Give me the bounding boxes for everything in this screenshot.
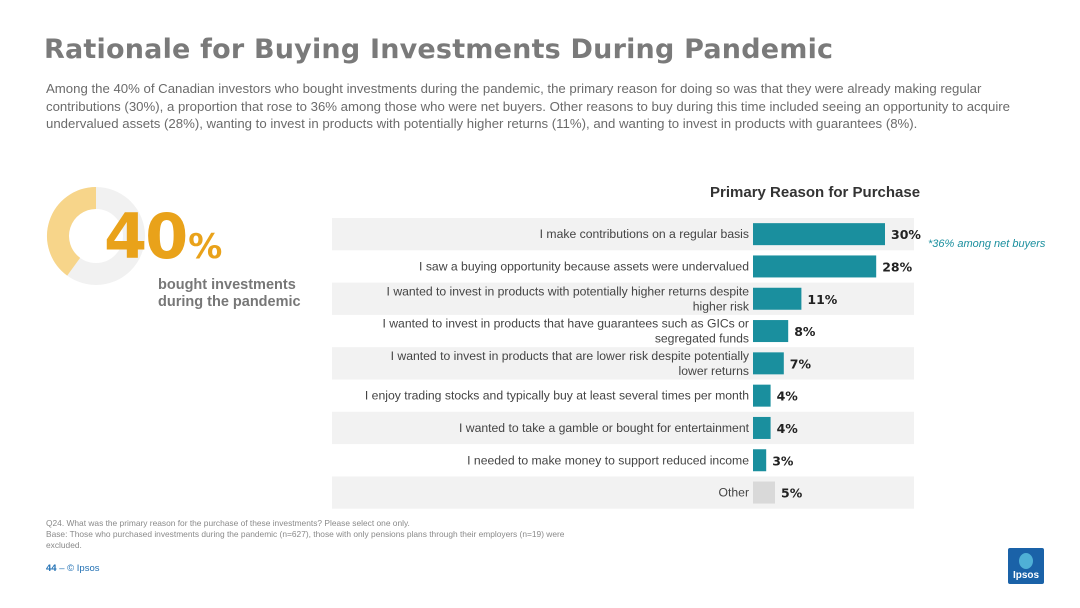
- category-label-line: I wanted to invest in products with pote…: [387, 284, 750, 298]
- category-label-line: I wanted to take a gamble or bought for …: [459, 421, 750, 435]
- row-band: [332, 347, 914, 380]
- category-label: I needed to make money to support reduce…: [467, 453, 749, 467]
- row-band: [332, 411, 914, 445]
- category-label: I wanted to invest in products that are …: [391, 349, 750, 378]
- value-label: 28%: [882, 259, 912, 274]
- donut-arc: [47, 187, 97, 276]
- category-label: Other: [719, 486, 749, 500]
- chart-title: Primary Reason for Purchase: [710, 184, 921, 201]
- bar-8: [753, 449, 767, 472]
- net-buyers-note: *36% among net buyers: [928, 238, 1046, 250]
- value-label: 3%: [772, 453, 794, 468]
- category-label: I saw a buying opportunity because asset…: [419, 259, 749, 273]
- value-label: 5%: [781, 486, 803, 501]
- footer-separator: –: [59, 563, 65, 574]
- category-label-line: I needed to make money to support reduce…: [467, 453, 749, 467]
- value-label: 11%: [807, 292, 837, 307]
- category-label-line: I enjoy trading stocks and typically buy…: [365, 389, 749, 403]
- category-label-line: higher risk: [693, 299, 750, 313]
- bar-7: [753, 416, 771, 439]
- footnote-base: Base: Those who purchased investments du…: [46, 529, 565, 550]
- category-label-line: segregated funds: [655, 332, 749, 346]
- ipsos-logo: Ipsos: [1008, 548, 1044, 584]
- category-label-line: Other: [719, 486, 749, 500]
- footnote-question: Q24. What was the primary reason for the…: [46, 518, 410, 528]
- category-label: I make contributions on a regular basis: [540, 227, 749, 241]
- bar-9: [753, 481, 775, 504]
- value-label: 7%: [790, 356, 812, 371]
- value-label: 4%: [777, 421, 799, 436]
- category-label-line: lower returns: [679, 364, 749, 378]
- page-footer: 44 – © Ipsos: [46, 563, 100, 574]
- kpi-value: 40%: [104, 206, 222, 268]
- category-label: I wanted to take a gamble or bought for …: [459, 421, 750, 435]
- logo-text: Ipsos: [1012, 570, 1040, 581]
- donut-chart: [47, 187, 145, 285]
- kpi-label: bought investments during the pandemic: [158, 277, 301, 310]
- copyright: © Ipsos: [67, 563, 100, 574]
- category-label-line: I wanted to invest in products that have…: [382, 317, 749, 331]
- category-label: I wanted to invest in products that have…: [382, 317, 749, 346]
- row-band: [332, 282, 914, 315]
- row-band: [332, 476, 914, 509]
- summary-text: Among the 40% of Canadian investors who …: [46, 81, 1010, 132]
- category-label-line: I saw a buying opportunity because asset…: [419, 259, 749, 273]
- bar-1: [753, 223, 885, 246]
- kpi-percent-sign: %: [188, 227, 223, 267]
- category-label-line: I make contributions on a regular basis: [540, 227, 749, 241]
- category-label-line: I wanted to invest in products that are …: [391, 349, 750, 363]
- value-label: 8%: [794, 324, 816, 339]
- bar-4: [753, 320, 789, 343]
- page-title: Rationale for Buying Investments During …: [44, 34, 834, 65]
- footnote: Q24. What was the primary reason for the…: [46, 518, 566, 551]
- category-label: I enjoy trading stocks and typically buy…: [365, 389, 749, 403]
- value-label: 30%: [891, 227, 921, 242]
- bar-2: [753, 255, 877, 278]
- value-label: 4%: [777, 389, 799, 404]
- bar-5: [753, 352, 784, 375]
- kpi-number: 40: [104, 200, 188, 273]
- logo-mark-icon: [1019, 553, 1033, 569]
- category-label: I wanted to invest in products with pote…: [387, 284, 750, 313]
- page-number: 44: [46, 563, 57, 574]
- bar-3: [753, 287, 802, 310]
- bar-6: [753, 384, 771, 407]
